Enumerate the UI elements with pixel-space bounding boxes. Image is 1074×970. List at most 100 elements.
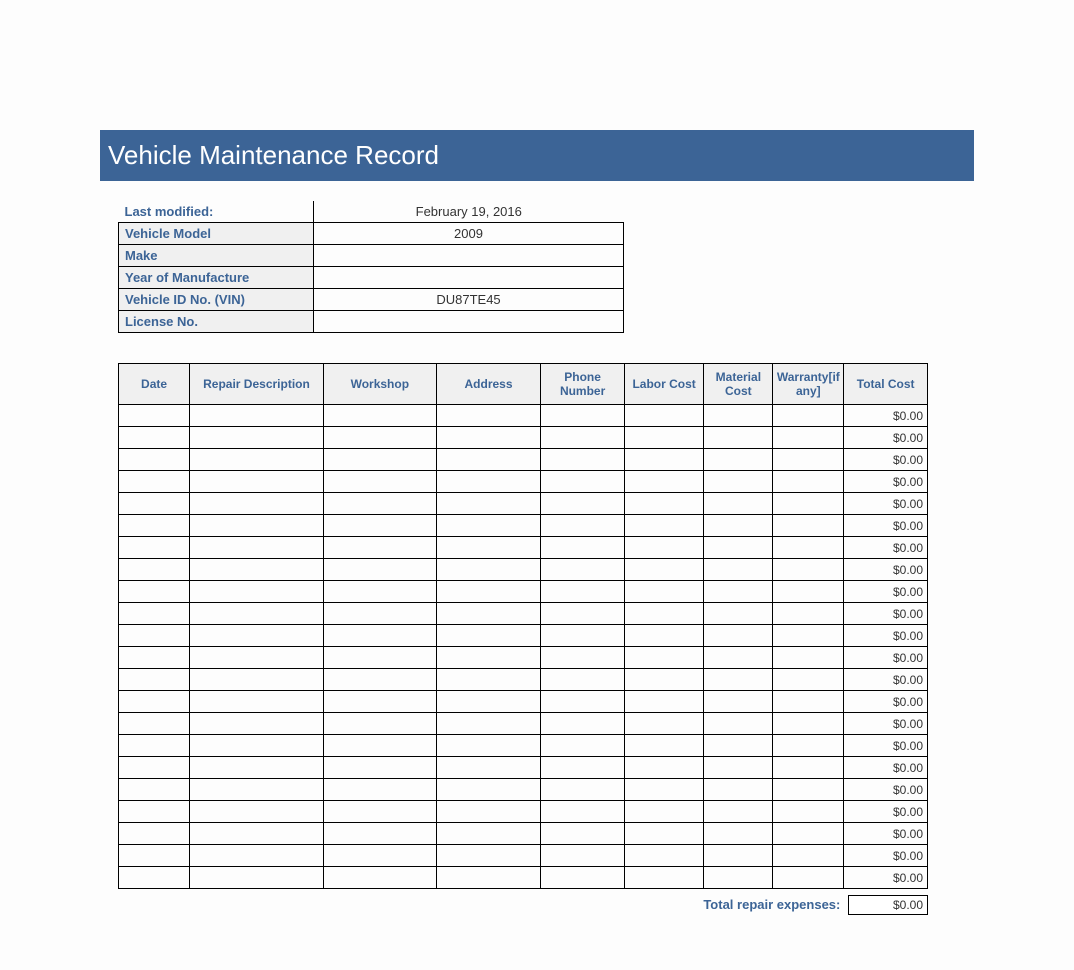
- cell-empty[interactable]: [773, 867, 844, 889]
- cell-empty[interactable]: [323, 581, 436, 603]
- cell-empty[interactable]: [773, 823, 844, 845]
- cell-empty[interactable]: [190, 449, 324, 471]
- cell-empty[interactable]: [541, 493, 625, 515]
- cell-total[interactable]: $0.00: [844, 867, 928, 889]
- cell-empty[interactable]: [436, 581, 541, 603]
- cell-empty[interactable]: [541, 647, 625, 669]
- cell-empty[interactable]: [773, 537, 844, 559]
- cell-empty[interactable]: [190, 603, 324, 625]
- cell-empty[interactable]: [773, 625, 844, 647]
- cell-empty[interactable]: [541, 845, 625, 867]
- cell-empty[interactable]: [119, 691, 190, 713]
- cell-empty[interactable]: [704, 471, 773, 493]
- cell-empty[interactable]: [119, 449, 190, 471]
- cell-total[interactable]: $0.00: [844, 647, 928, 669]
- cell-empty[interactable]: [436, 647, 541, 669]
- cell-empty[interactable]: [436, 405, 541, 427]
- cell-empty[interactable]: [541, 757, 625, 779]
- cell-empty[interactable]: [436, 471, 541, 493]
- cell-empty[interactable]: [541, 823, 625, 845]
- cell-empty[interactable]: [436, 779, 541, 801]
- cell-empty[interactable]: [541, 405, 625, 427]
- cell-empty[interactable]: [773, 515, 844, 537]
- cell-empty[interactable]: [624, 515, 703, 537]
- cell-empty[interactable]: [436, 867, 541, 889]
- cell-empty[interactable]: [436, 669, 541, 691]
- cell-empty[interactable]: [119, 427, 190, 449]
- cell-empty[interactable]: [704, 669, 773, 691]
- cell-empty[interactable]: [541, 559, 625, 581]
- info-value[interactable]: [314, 245, 624, 267]
- cell-empty[interactable]: [773, 493, 844, 515]
- cell-empty[interactable]: [119, 537, 190, 559]
- cell-empty[interactable]: [773, 427, 844, 449]
- cell-total[interactable]: $0.00: [844, 493, 928, 515]
- cell-empty[interactable]: [119, 779, 190, 801]
- cell-total[interactable]: $0.00: [844, 713, 928, 735]
- cell-total[interactable]: $0.00: [844, 801, 928, 823]
- cell-empty[interactable]: [323, 449, 436, 471]
- cell-empty[interactable]: [190, 845, 324, 867]
- cell-empty[interactable]: [323, 559, 436, 581]
- cell-empty[interactable]: [773, 449, 844, 471]
- cell-empty[interactable]: [190, 537, 324, 559]
- cell-empty[interactable]: [190, 735, 324, 757]
- cell-empty[interactable]: [624, 669, 703, 691]
- cell-total[interactable]: $0.00: [844, 581, 928, 603]
- cell-empty[interactable]: [704, 647, 773, 669]
- cell-empty[interactable]: [190, 471, 324, 493]
- cell-empty[interactable]: [773, 603, 844, 625]
- cell-empty[interactable]: [190, 779, 324, 801]
- cell-empty[interactable]: [436, 691, 541, 713]
- cell-empty[interactable]: [624, 867, 703, 889]
- cell-empty[interactable]: [624, 845, 703, 867]
- cell-empty[interactable]: [436, 515, 541, 537]
- cell-empty[interactable]: [624, 757, 703, 779]
- cell-empty[interactable]: [541, 735, 625, 757]
- cell-empty[interactable]: [704, 493, 773, 515]
- cell-empty[interactable]: [190, 757, 324, 779]
- info-value[interactable]: [314, 311, 624, 333]
- cell-total[interactable]: $0.00: [844, 669, 928, 691]
- cell-empty[interactable]: [624, 647, 703, 669]
- cell-total[interactable]: $0.00: [844, 779, 928, 801]
- cell-empty[interactable]: [190, 867, 324, 889]
- cell-total[interactable]: $0.00: [844, 471, 928, 493]
- cell-empty[interactable]: [190, 625, 324, 647]
- cell-empty[interactable]: [704, 779, 773, 801]
- cell-empty[interactable]: [624, 691, 703, 713]
- cell-total[interactable]: $0.00: [844, 691, 928, 713]
- cell-empty[interactable]: [436, 493, 541, 515]
- cell-empty[interactable]: [436, 603, 541, 625]
- cell-empty[interactable]: [323, 669, 436, 691]
- cell-empty[interactable]: [190, 647, 324, 669]
- cell-empty[interactable]: [541, 713, 625, 735]
- cell-empty[interactable]: [704, 603, 773, 625]
- cell-empty[interactable]: [773, 647, 844, 669]
- cell-empty[interactable]: [773, 713, 844, 735]
- cell-empty[interactable]: [773, 471, 844, 493]
- cell-empty[interactable]: [541, 625, 625, 647]
- info-value[interactable]: DU87TE45: [314, 289, 624, 311]
- cell-total[interactable]: $0.00: [844, 537, 928, 559]
- cell-empty[interactable]: [190, 427, 324, 449]
- cell-empty[interactable]: [119, 405, 190, 427]
- cell-empty[interactable]: [119, 735, 190, 757]
- cell-empty[interactable]: [624, 603, 703, 625]
- cell-empty[interactable]: [624, 471, 703, 493]
- cell-empty[interactable]: [119, 559, 190, 581]
- cell-empty[interactable]: [624, 713, 703, 735]
- cell-empty[interactable]: [773, 779, 844, 801]
- cell-empty[interactable]: [704, 515, 773, 537]
- cell-empty[interactable]: [541, 449, 625, 471]
- cell-empty[interactable]: [704, 713, 773, 735]
- cell-total[interactable]: $0.00: [844, 845, 928, 867]
- cell-empty[interactable]: [323, 735, 436, 757]
- cell-empty[interactable]: [773, 845, 844, 867]
- cell-empty[interactable]: [119, 515, 190, 537]
- cell-empty[interactable]: [190, 581, 324, 603]
- cell-empty[interactable]: [436, 757, 541, 779]
- cell-empty[interactable]: [704, 405, 773, 427]
- cell-empty[interactable]: [190, 713, 324, 735]
- cell-empty[interactable]: [436, 449, 541, 471]
